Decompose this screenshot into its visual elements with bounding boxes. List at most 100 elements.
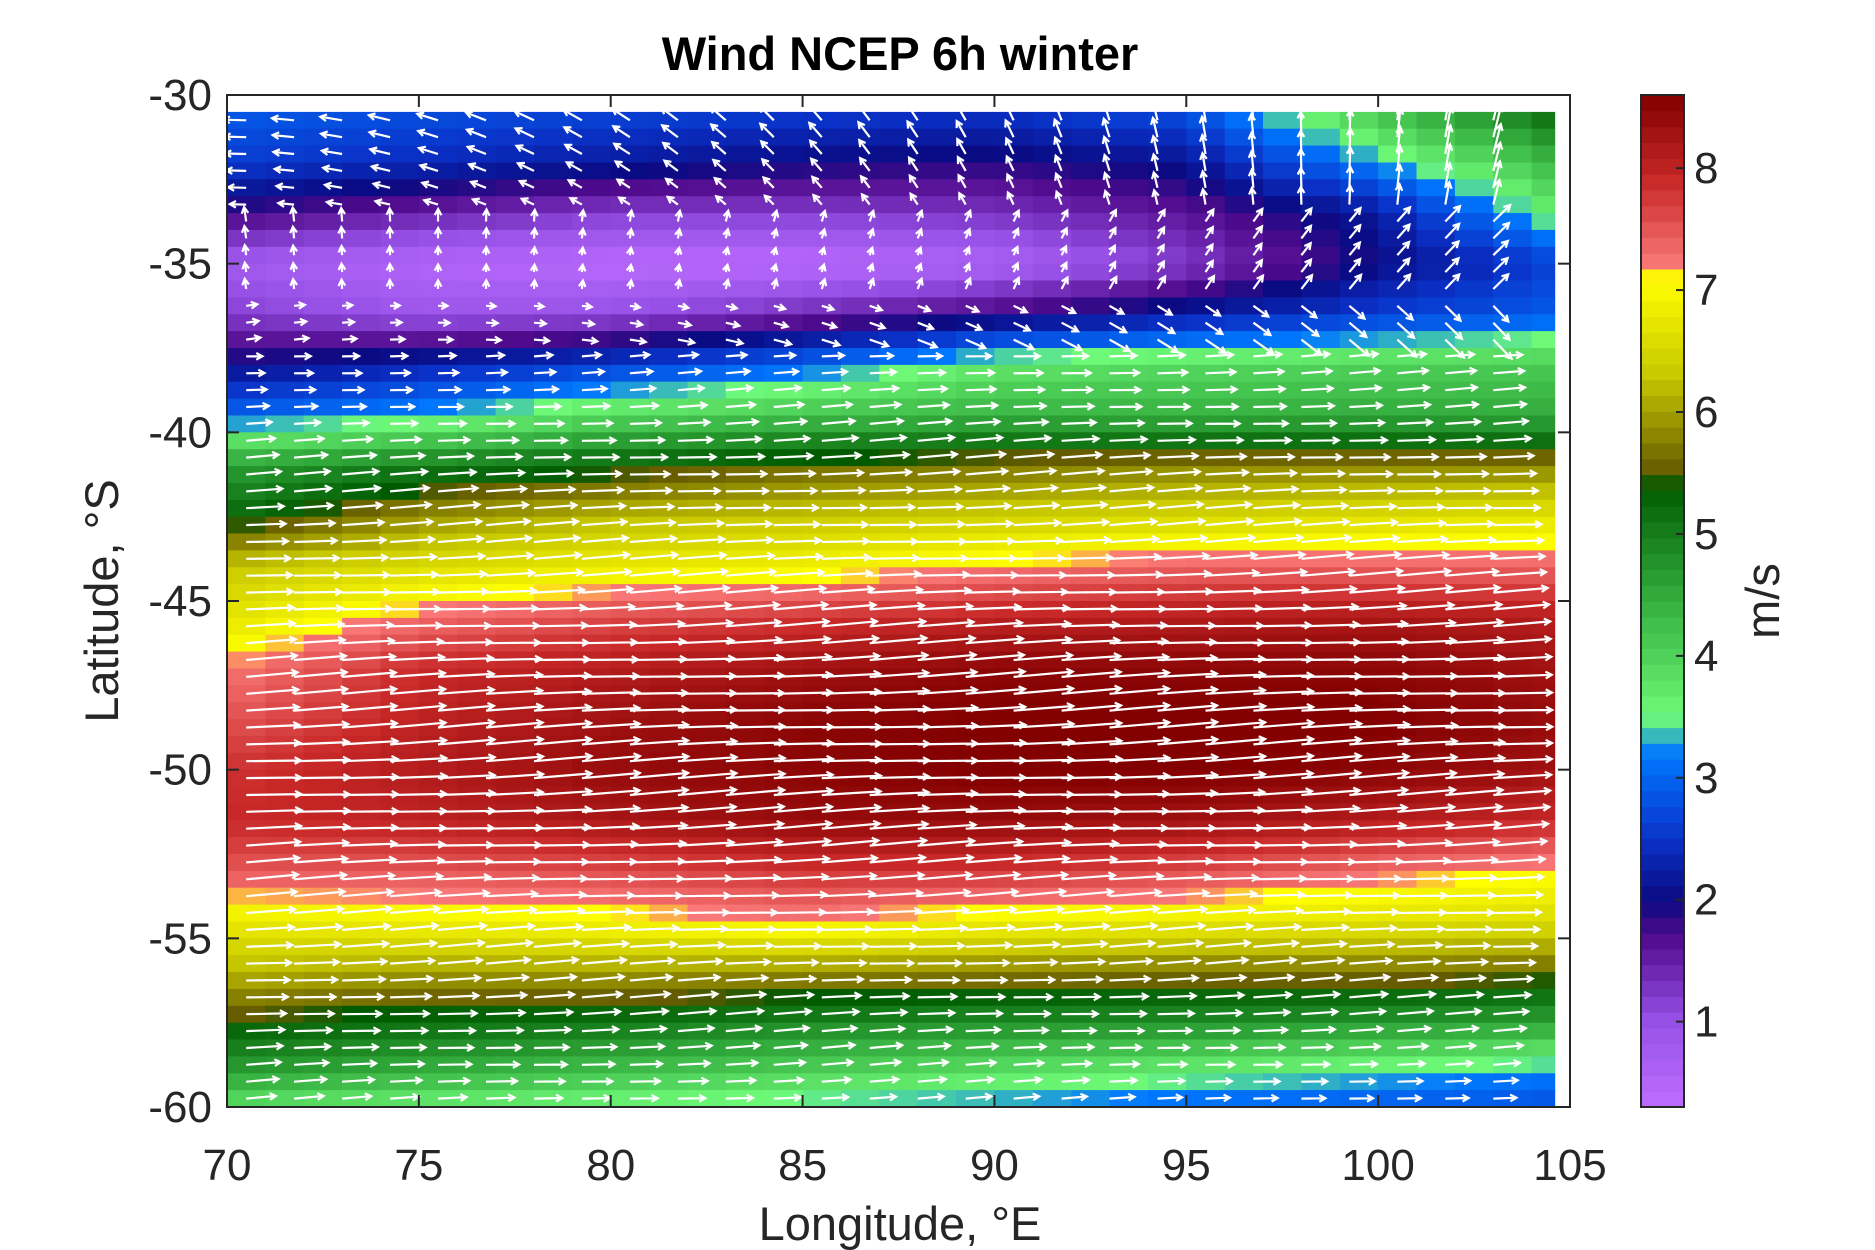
wind-arrow	[373, 198, 391, 207]
wind-arrow	[390, 1026, 430, 1036]
heatmap-cell	[725, 601, 765, 619]
wind-arrow	[485, 752, 546, 763]
heatmap-cell	[649, 820, 689, 838]
wind-arrow	[1109, 1092, 1137, 1102]
wind-arrow	[1109, 668, 1172, 678]
heatmap-cell	[994, 263, 1034, 282]
colorbar-step	[1641, 442, 1684, 460]
wind-arrow	[227, 200, 247, 209]
wind-arrow	[533, 1043, 571, 1052]
heatmap-cell	[1454, 381, 1494, 400]
wind-arrow	[1349, 383, 1384, 393]
heatmap-cell	[917, 837, 957, 855]
heatmap-cell	[725, 297, 765, 315]
wind-arrow	[581, 401, 612, 411]
wind-arrow	[811, 193, 823, 206]
wind-arrow	[1445, 583, 1502, 594]
heatmap-cell	[994, 229, 1034, 248]
wind-arrow	[1301, 1077, 1330, 1086]
heatmap-cell	[1224, 398, 1264, 417]
heatmap-cell	[1071, 719, 1111, 737]
wind-arrow	[246, 554, 293, 563]
heatmap-cell	[1416, 516, 1456, 535]
wind-arrow	[1109, 974, 1153, 984]
heatmap-cell	[687, 955, 727, 973]
heatmap-cell	[1454, 1090, 1494, 1108]
wind-arrow	[533, 719, 594, 729]
heatmap-cell	[495, 752, 535, 771]
heatmap-cell	[495, 584, 535, 602]
wind-arrow	[1005, 154, 1015, 172]
wind-arrow	[485, 568, 537, 578]
wind-arrow	[914, 245, 923, 256]
wind-arrow	[342, 451, 378, 460]
heatmap-cell	[1109, 162, 1149, 180]
wind-arrow	[1492, 203, 1512, 223]
wind-arrow	[857, 138, 871, 155]
wind-arrow	[965, 975, 1009, 985]
heatmap-cell	[879, 685, 919, 703]
wind-arrow	[564, 161, 583, 172]
heatmap-cell	[1454, 803, 1494, 821]
wind-arrow	[1301, 1025, 1338, 1034]
wind-arrow	[577, 245, 587, 256]
heatmap-cell	[649, 634, 689, 653]
wind-arrow	[1109, 736, 1172, 746]
wind-arrow	[758, 122, 775, 138]
wind-arrow	[1445, 925, 1494, 934]
heatmap-cell	[1032, 516, 1072, 535]
heatmap-cell	[495, 162, 535, 180]
heatmap-cell	[725, 651, 765, 670]
wind-arrow	[1349, 736, 1412, 746]
wind-arrow	[390, 1076, 424, 1085]
wind-arrow	[869, 304, 885, 313]
heatmap-cell	[1071, 904, 1111, 923]
heatmap-cell	[1416, 314, 1456, 332]
wind-arrow	[1397, 469, 1443, 479]
wind-arrow	[867, 276, 876, 290]
wind-arrow	[294, 620, 346, 629]
heatmap-cell	[380, 482, 420, 501]
wind-arrow	[1061, 450, 1104, 460]
wind-arrow	[773, 1007, 814, 1017]
wind-arrow	[1157, 974, 1200, 983]
heatmap-cell	[687, 617, 727, 636]
wind-arrow	[1013, 854, 1071, 864]
heatmap-cell	[1531, 904, 1556, 923]
heatmap-cell	[1454, 516, 1494, 535]
heatmap-cell	[687, 263, 727, 282]
wind-arrow	[677, 337, 697, 346]
heatmap-cell	[1263, 533, 1302, 551]
wind-arrow	[869, 384, 901, 393]
heatmap-cell	[1186, 263, 1226, 282]
heatmap-cell	[1147, 331, 1187, 349]
heatmap-cell	[1339, 111, 1379, 130]
wind-arrow	[1348, 223, 1362, 240]
wind-arrow	[965, 634, 1026, 645]
wind-arrow	[337, 224, 347, 239]
heatmap-cell	[457, 145, 497, 164]
wind-arrow	[629, 350, 652, 360]
wind-arrow	[246, 317, 261, 327]
wind-arrow	[773, 486, 819, 496]
heatmap-cell	[1531, 162, 1556, 180]
heatmap-cell	[879, 988, 919, 1007]
heatmap-cell	[1224, 1090, 1264, 1108]
heatmap-cell	[649, 921, 689, 939]
wind-arrow	[246, 1041, 285, 1051]
heatmap-cell	[1493, 837, 1533, 855]
wind-arrow	[294, 1075, 329, 1084]
wind-arrow	[821, 1093, 851, 1102]
wind-arrow	[1061, 304, 1078, 315]
heatmap-cell	[649, 246, 689, 265]
colorbar-step	[1641, 585, 1684, 602]
wind-arrow	[246, 587, 295, 596]
wind-arrow	[513, 127, 535, 139]
heatmap-cell	[1032, 381, 1072, 400]
heatmap-cell	[1263, 735, 1302, 754]
heatmap-cell	[1531, 196, 1556, 214]
heatmap-cell	[879, 449, 919, 467]
heatmap-cell	[1032, 752, 1072, 771]
wind-arrow	[581, 350, 604, 360]
wind-arrow	[246, 603, 296, 613]
